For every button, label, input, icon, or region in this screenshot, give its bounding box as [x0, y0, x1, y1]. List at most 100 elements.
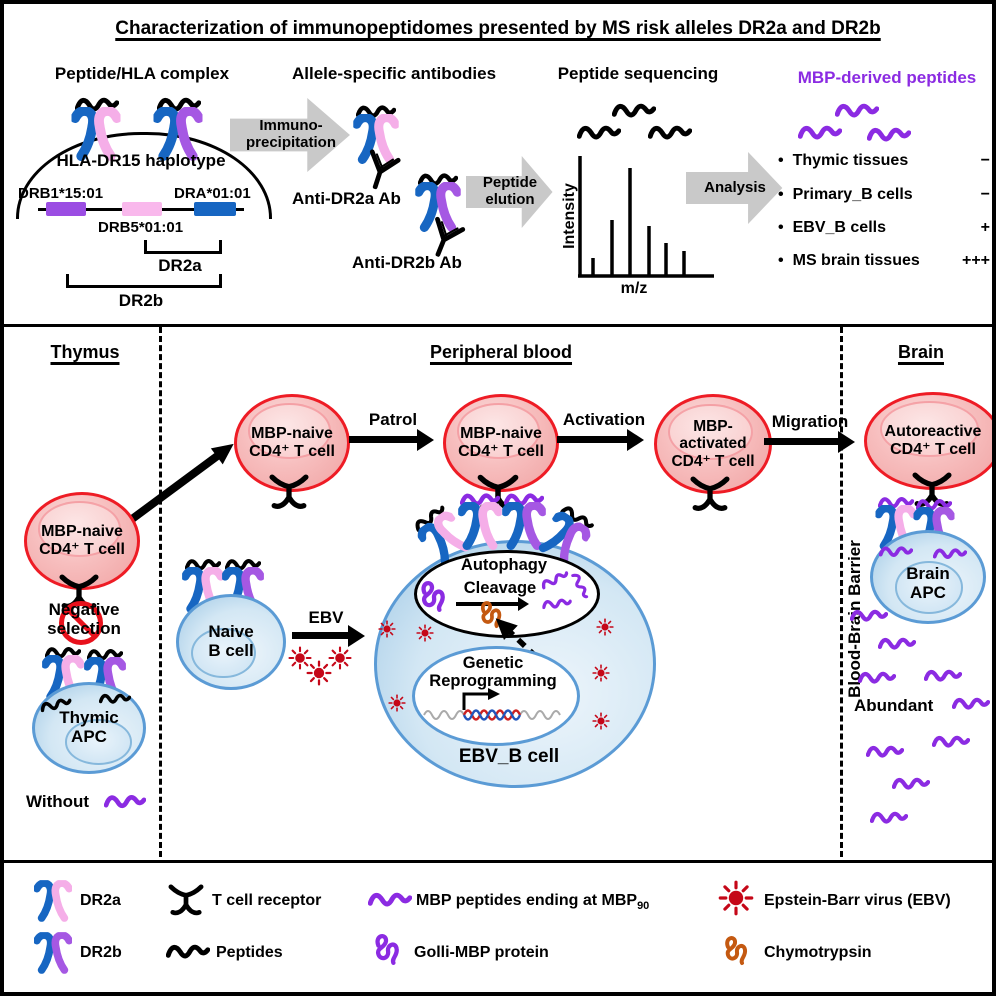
naive-b-cell: Naive B cell: [176, 594, 286, 690]
cell-label: MBP-naive CD4⁺ T cell: [249, 425, 335, 460]
mbp-peptide-icon: [104, 790, 146, 814]
abundant-label: Abundant: [854, 696, 934, 715]
genetic-reprogramming-label: Genetic Reprogramming: [429, 654, 557, 691]
legend-dr2a-label: DR2a: [80, 892, 121, 909]
bullet: •: [778, 252, 784, 269]
mbp-peptide-icon: [879, 543, 913, 561]
legend-dr2a-icon: [34, 880, 72, 922]
cell-label: MBP-naive CD4⁺ T cell: [458, 425, 544, 460]
thymus-divider: [159, 327, 162, 857]
hla-section-heading: Peptide/HLA complex: [54, 64, 230, 83]
peripheral-blood-header: Peripheral blood: [429, 342, 573, 362]
without-label: Without: [26, 792, 90, 811]
mbp-peptide-icon: [933, 545, 967, 563]
immunoprecipitation-arrow: Immuno- precipitation: [230, 96, 352, 174]
thymus-mbp-naive-tcell: MBP-naive CD4⁺ T cell: [24, 492, 140, 590]
gene-label-drb1: DRB1*15:01: [18, 185, 104, 202]
brain-apc-cell: Brain APC: [870, 530, 986, 624]
cell-label: MBP-naive CD4⁺ T cell: [39, 523, 125, 558]
page-title: Characterization of immunopeptidomes pre…: [115, 18, 881, 39]
peptide-icon: [576, 122, 622, 144]
ebv-virion-icon: [416, 624, 434, 642]
mbp-peptide-icon: [798, 122, 842, 144]
anti-dr2b-label: Anti-DR2b Ab: [352, 253, 462, 272]
ebv-virion-icon: [388, 694, 406, 712]
mbp-peptide-icon: [878, 634, 916, 654]
legend-tcr-label: T cell receptor: [212, 892, 322, 909]
prohibited-icon: [59, 601, 103, 645]
cell-label: MBP- activated CD4⁺ T cell: [671, 418, 755, 470]
autophagy-label: Autophagy: [460, 556, 548, 574]
mbp-peptide-icon: [924, 666, 962, 686]
negative-selection-label: Negative selection: [47, 600, 121, 639]
legend-mbp-peptide-sub: 90: [637, 900, 650, 913]
autoreactive-tcell: Autoreactive CD4⁺ T cell: [864, 392, 992, 490]
mass-spectrum: [578, 156, 714, 278]
result-value: −: [980, 186, 990, 203]
dr2b-bracket: [66, 274, 222, 288]
legend-mbp-peptide-label: MBP peptides ending at MBP90: [416, 892, 649, 912]
legend-golli-icon: [372, 932, 402, 968]
result-row-thymic: • Thymic tissues −: [778, 152, 990, 170]
peptide-elution-arrow: Peptide elution: [466, 154, 554, 230]
mbp-peptide-icon: [892, 774, 930, 794]
mbp-naive-tcell-1: MBP-naive CD4⁺ T cell: [234, 394, 350, 492]
legend-chymotrypsin-label: Chymotrypsin: [764, 944, 872, 961]
cell-label: Thymic APC: [59, 708, 119, 746]
brain-header: Brain: [897, 342, 944, 362]
result-value: +: [980, 219, 990, 236]
legend-dr2b-icon: [34, 932, 72, 974]
anti-dr2a-label: Anti-DR2a Ab: [292, 189, 401, 208]
ebv-virion-icon: [328, 646, 352, 670]
result-label: EBV_B cells: [792, 219, 886, 236]
egress-arrow: [125, 443, 234, 526]
bullet: •: [778, 219, 784, 236]
ebv-virion-icon: [378, 620, 396, 638]
ebv-label: EBV: [308, 608, 344, 627]
ebv-b-cell-label: EBV_B cell: [458, 746, 560, 767]
legend-peptide-label: Peptides: [216, 944, 283, 961]
gene-label-dra: DRA*01:01: [174, 185, 251, 202]
mbp-peptide-icon: [858, 668, 896, 688]
nucleus: [65, 719, 132, 765]
thymic-apc-cell: Thymic APC: [32, 682, 146, 774]
nucleus: [895, 561, 963, 614]
peptide-icon: [646, 122, 694, 144]
result-label: MS brain tissues: [792, 252, 920, 269]
ebvb-surface-complex-2: [456, 490, 504, 550]
dna-icon: [423, 709, 561, 721]
result-value: +++: [961, 252, 990, 269]
legend-mbp-peptide-prefix: MBP peptides ending at MBP: [416, 892, 638, 909]
legend-mbp-peptide-icon: [368, 888, 412, 912]
mbp-peptide-icon: [952, 694, 990, 714]
sequencing-section-heading: Peptide sequencing: [557, 64, 719, 83]
legend-tcr-icon: [166, 884, 206, 918]
legend-golli-label: Golli-MBP protein: [414, 944, 549, 961]
panel-divider-top: [4, 324, 992, 327]
result-label: Primary_B cells: [792, 186, 913, 203]
patrol-label: Patrol: [368, 410, 418, 429]
legend-chymotrypsin-icon: [722, 934, 750, 968]
ebv-virion-icon: [592, 712, 610, 730]
mbp-peptide-icon: [870, 808, 908, 828]
migration-arrow: [764, 438, 838, 445]
cell-label: Brain APC: [906, 564, 950, 602]
legend-ebv-icon: [718, 880, 754, 916]
gene-box-dra: [194, 202, 236, 216]
result-row-ms-brain: • MS brain tissues +++: [778, 252, 990, 270]
result-value: −: [980, 152, 990, 169]
peptide-icon: [610, 100, 658, 122]
panel-divider-bottom: [4, 860, 992, 863]
golli-mbp-icon: [418, 578, 448, 616]
mbp-peptide-icon: [932, 732, 970, 752]
dr2a-bracket: [144, 240, 222, 254]
antibody-section-heading: Allele-specific antibodies: [291, 64, 497, 83]
dr2a-bracket-label: DR2a: [158, 256, 202, 275]
mbp-peptide-icon: [834, 100, 880, 122]
thymus-header: Thymus: [50, 342, 120, 362]
result-row-primary-b: • Primary_B cells −: [778, 186, 990, 204]
ebv-infection-arrow: [292, 632, 348, 639]
analysis-label: Analysis: [704, 178, 766, 196]
gene-box-drb1: [46, 202, 86, 216]
